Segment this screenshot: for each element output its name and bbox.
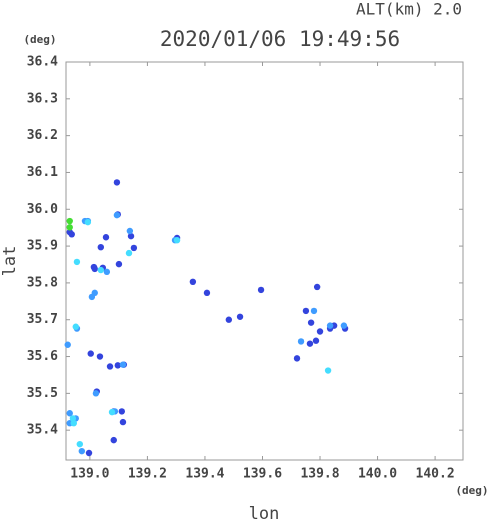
echo-point [307, 319, 315, 326]
echo-point [91, 265, 98, 273]
echo-point [189, 278, 197, 286]
echo-point [66, 224, 73, 231]
echo-point [302, 307, 310, 315]
echo-point [108, 408, 116, 416]
echo-point [87, 350, 94, 357]
y-unit: (deg) [23, 33, 56, 46]
echo-point [88, 293, 96, 301]
x-tick-label: 139.4 [185, 467, 224, 482]
echo-point [102, 234, 110, 241]
x-tick-label: 139.0 [70, 467, 109, 482]
echo-point [84, 218, 92, 226]
y-axis-label: lat [0, 246, 20, 277]
x-tick-label: 140.0 [358, 467, 397, 482]
echo-point [73, 258, 81, 266]
echo-point [119, 361, 127, 368]
x-tick-label: 140.2 [416, 467, 455, 482]
x-tick-label: 139.8 [300, 467, 339, 482]
echo-point [113, 179, 121, 186]
y-tick-label: 35.5 [27, 386, 58, 401]
echo-point [97, 243, 105, 251]
echo-point [103, 268, 111, 276]
y-tick-label: 35.9 [27, 239, 58, 254]
echo-point [119, 418, 127, 426]
echo-point [72, 323, 79, 330]
y-tick-label: 36.3 [27, 91, 58, 106]
echo-point [96, 353, 104, 360]
echo-point [110, 436, 117, 444]
echo-point [313, 283, 321, 291]
echo-point [66, 410, 73, 417]
y-tick-label: 36.2 [27, 128, 58, 143]
echo-point [340, 322, 348, 329]
echo-point [113, 211, 121, 219]
y-tick-label: 36.1 [27, 165, 58, 180]
echo-point [312, 337, 320, 344]
echo-point [130, 244, 138, 252]
y-tick-label: 35.8 [27, 275, 58, 290]
x-tick-label: 139.2 [128, 467, 167, 482]
echo-point [310, 307, 318, 315]
echo-point [97, 266, 105, 274]
echo-point [66, 217, 73, 225]
echo-point [297, 338, 305, 345]
y-tick-label: 36.0 [27, 202, 58, 217]
y-tick-label: 35.7 [27, 312, 58, 327]
echo-point [306, 340, 314, 347]
echo-point [293, 355, 301, 362]
x-unit: (deg) [455, 484, 488, 497]
echo-point [173, 236, 181, 244]
echo-point [127, 232, 135, 240]
echo-point [70, 419, 77, 427]
echo-point [203, 289, 211, 297]
y-tick-label: 35.6 [27, 349, 58, 364]
echo-point [76, 440, 84, 448]
echo-point [92, 390, 100, 397]
echo-point [106, 363, 114, 370]
echo-point [118, 408, 126, 415]
chart-title: 2020/01/06 19:49:56 [160, 27, 400, 51]
echo-point [316, 328, 324, 335]
echo-point [78, 447, 86, 455]
echo-point [68, 231, 75, 238]
plot-frame [65, 61, 464, 461]
echo-point [225, 316, 233, 323]
echo-point [85, 449, 93, 457]
altitude-annotation: ALT(km) 2.0 [356, 0, 462, 19]
echo-point [115, 260, 123, 268]
echo-point [126, 227, 134, 235]
x-tick-label: 139.6 [243, 467, 282, 482]
y-tick-label: 35.4 [27, 423, 58, 438]
echo-point [324, 367, 332, 374]
echo-point [236, 313, 244, 320]
x-axis-label: lon [249, 504, 280, 521]
echo-point [114, 362, 121, 369]
echo-point [257, 286, 265, 294]
echo-point [64, 341, 71, 348]
echo-point [125, 249, 133, 257]
echo-point [69, 415, 77, 422]
echo-point [326, 322, 334, 329]
y-tick-label: 36.4 [27, 55, 58, 70]
